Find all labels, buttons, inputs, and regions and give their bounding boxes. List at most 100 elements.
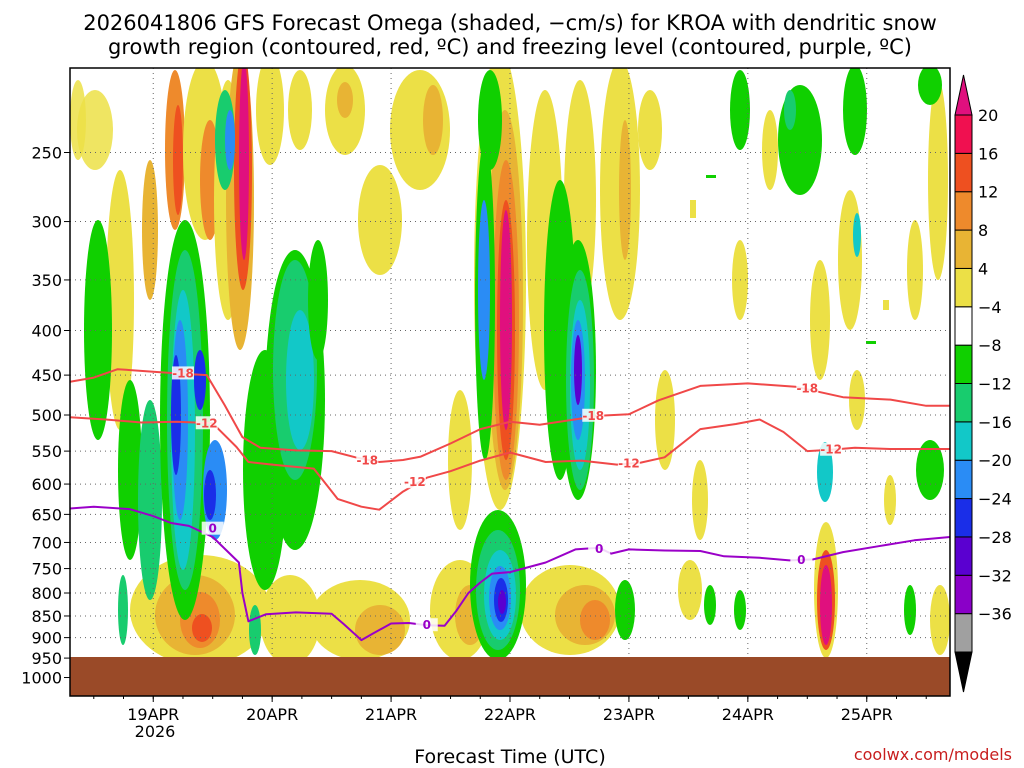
omega-cell xyxy=(580,600,610,640)
x-tick-label: 22APR xyxy=(484,705,536,724)
omega-cell xyxy=(904,585,916,635)
omega-cell xyxy=(448,390,472,530)
omega-cell xyxy=(286,310,314,450)
y-tick-label: 600 xyxy=(31,475,62,494)
omega-shading xyxy=(70,68,950,665)
contour-label-bg xyxy=(582,408,605,422)
omega-cell xyxy=(423,85,443,155)
contour-label: -12 xyxy=(196,416,218,430)
y-tick-label: 300 xyxy=(31,213,62,232)
colorbar-swatch xyxy=(954,191,973,231)
colorbar-label: −4 xyxy=(978,298,1002,317)
x-tick-label: 20APR xyxy=(246,705,298,724)
contour-label: 0 xyxy=(209,522,217,536)
omega-cell xyxy=(678,560,702,620)
contour-label: 0 xyxy=(423,618,431,632)
x-tick-label: 24APR xyxy=(722,705,774,724)
omega-cell xyxy=(118,380,142,560)
colorbar-swatch xyxy=(954,536,973,576)
colorbar-label: −28 xyxy=(978,528,1012,547)
omega-cell xyxy=(843,68,867,155)
contour-line xyxy=(70,505,950,642)
omega-cell xyxy=(288,70,312,150)
credit-text: coolwx.com/models xyxy=(854,745,1012,764)
contour-label-bg xyxy=(796,381,819,395)
y-tick-label: 400 xyxy=(31,322,62,341)
colorbar-swatch xyxy=(954,459,973,500)
omega-cell xyxy=(173,105,183,215)
colorbar-label: −36 xyxy=(978,605,1012,624)
x-tick-label: 19APR xyxy=(127,705,179,724)
omega-cell xyxy=(84,220,112,440)
omega-cell xyxy=(192,614,212,642)
omega-cell xyxy=(853,213,861,257)
omega-cell xyxy=(225,110,235,170)
omega-cell xyxy=(655,370,675,470)
omega-cell xyxy=(916,440,944,500)
omega-cell xyxy=(498,590,506,614)
omega-cell xyxy=(358,165,402,275)
omega-cell xyxy=(619,120,631,260)
contour-label-bg xyxy=(415,618,438,632)
colorbar-swatch xyxy=(954,498,973,538)
y-tick-label: 350 xyxy=(31,271,62,290)
contour-label: -18 xyxy=(356,454,378,468)
omega-cell xyxy=(118,575,128,645)
omega-cell xyxy=(734,590,746,630)
omega-cell xyxy=(574,335,582,405)
contour-label: -18 xyxy=(172,366,194,380)
y-tick-label: 250 xyxy=(31,144,62,163)
contour-label-bg xyxy=(403,475,426,489)
contour-label: -18 xyxy=(796,381,818,395)
omega-cell xyxy=(820,565,832,645)
omega-cell xyxy=(817,442,833,502)
colorbar-label: 8 xyxy=(978,221,988,240)
contour-label-bg xyxy=(195,416,218,430)
omega-cell xyxy=(500,210,512,430)
x-axis: 19APR 20APR 21APR 22APR 23APR 24APR 25APR xyxy=(93,696,927,724)
contour-label: -12 xyxy=(618,456,640,470)
omega-cell xyxy=(692,460,708,540)
chart-title-line-1: 2026041806 GFS Forecast Omega (shaded, −… xyxy=(83,11,937,35)
omega-cell xyxy=(784,90,796,130)
y-tick-label: 450 xyxy=(31,366,62,385)
colorbar-swatch xyxy=(954,574,973,615)
y-axis: 250 300 350 400 450 500 550 600 650 700 750 800 850 9… xyxy=(21,144,70,688)
colorbar-label: 12 xyxy=(978,183,998,202)
x-tick-label: 23APR xyxy=(603,705,655,724)
y-tick-label: 650 xyxy=(31,505,62,524)
omega-cell xyxy=(77,90,113,170)
y-tick-label: 850 xyxy=(31,607,62,626)
chart-title-line-2: growth region (contoured, red, ºC) and f… xyxy=(108,35,912,59)
contour-label: -12 xyxy=(820,443,842,457)
y-tick-label: 1000 xyxy=(21,669,62,688)
omega-cell xyxy=(138,400,162,600)
colorbar-label: −16 xyxy=(978,413,1012,432)
colorbar-swatch xyxy=(954,344,973,384)
colorbar-swatch xyxy=(954,229,973,269)
colorbar-swatch xyxy=(954,613,973,653)
colorbar-swatch xyxy=(954,383,973,423)
contour-label-bg xyxy=(790,552,813,566)
omega-cell xyxy=(142,160,158,300)
colorbar: 20 16 12 8 4 −4 −8 −12 −16 −20 −24 −28 −32 −36 xyxy=(954,74,1012,693)
omega-cell xyxy=(849,370,865,430)
omega-cell xyxy=(337,82,353,118)
y-tick-label: 950 xyxy=(31,649,62,668)
colorbar-swatch xyxy=(954,114,973,154)
omega-cell xyxy=(866,341,876,344)
contour-label-bg xyxy=(588,541,611,555)
omega-cell xyxy=(106,170,134,430)
omega-cell xyxy=(204,470,216,520)
colorbar-swatch xyxy=(954,267,973,308)
y-tick-label: 500 xyxy=(31,406,62,425)
contour-label-bg xyxy=(356,453,379,467)
colorbar-swatch xyxy=(954,421,973,461)
colorbar-label: −12 xyxy=(978,375,1012,394)
colorbar-label: 16 xyxy=(978,144,998,163)
colorbar-low-arrow xyxy=(954,651,973,693)
omega-cell xyxy=(706,175,716,178)
omega-cell xyxy=(690,200,696,218)
x-tick-label: 21APR xyxy=(365,705,417,724)
